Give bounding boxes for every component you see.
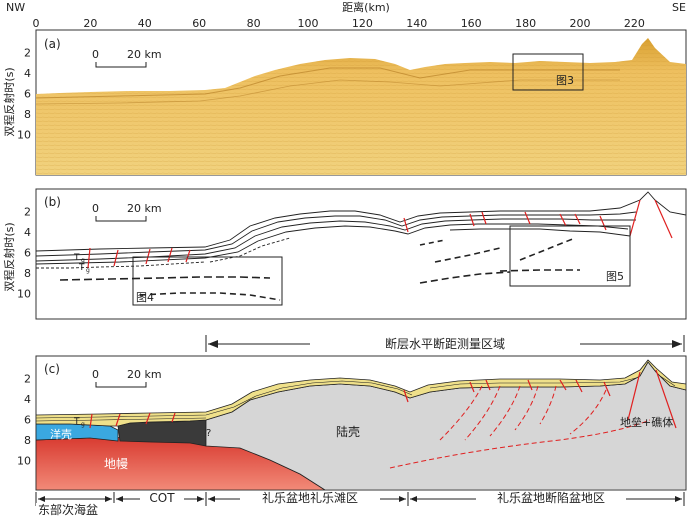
panel-b-layer-t1-sub: g [81, 257, 85, 264]
fig5-box [509, 225, 631, 287]
x-tick-label: 80 [247, 17, 261, 30]
panel-b-layer-t2: T [78, 263, 85, 273]
x-tick-label: 120 [352, 17, 373, 30]
panel-c: (c) 0 20 km T g 洋壳 地幔 陆壳 地垒+礁体 ? [35, 355, 687, 491]
fault-zone-indicator: 断层水平断距测量区域 [205, 335, 685, 352]
x-axis-ticks: 0 20 40 60 80 100 120 140 160 180 200 220 [33, 17, 645, 30]
zone-rift-basin: 礼乐盆地断陷盆地区 [497, 490, 605, 505]
panel-a: (a) 0 20 km 图3 [35, 29, 687, 176]
panel-b: (b) 0 20 km T g T g 图4 图5 [35, 188, 687, 320]
panel-a-scale-text: 20 km [127, 48, 162, 61]
panel-b-scale-text: 20 km [127, 202, 162, 215]
zone-east-subbasin: 东部次海盆 [38, 502, 98, 517]
faults-c [89, 369, 677, 429]
panel-c-layer-t: T [73, 417, 80, 427]
panel-c-layer-t-sub: g [81, 421, 85, 428]
x-tick-label: 140 [406, 17, 427, 30]
faults-b [87, 199, 673, 269]
y-tick-label: 2 [24, 47, 31, 60]
x-tick-label: 100 [298, 17, 319, 30]
panel-c-tag: (c) [44, 362, 60, 376]
x-tick-label: 200 [570, 17, 591, 30]
y-tick-label: 8 [24, 108, 31, 121]
panel-b-scale-bar [95, 216, 147, 222]
horst-reef-label: 地垒+礁体 [620, 415, 673, 429]
y-tick-label: 6 [24, 88, 31, 101]
panel-a-scale-zero: 0 [92, 48, 99, 61]
x-tick-label: 0 [33, 17, 40, 30]
x-tick-label: 160 [461, 17, 482, 30]
x-tick-label: 60 [192, 17, 206, 30]
sediment-body [36, 359, 686, 427]
panel-a-tag: (a) [44, 37, 61, 51]
se-label: SE [672, 1, 686, 14]
y-tick-label: 8 [24, 267, 31, 280]
panel-c-scale-zero: 0 [92, 368, 99, 381]
cot-question-mark: ? [206, 428, 211, 439]
deep-faults-c [389, 385, 651, 469]
fig4-label: 图4 [136, 291, 154, 304]
y-tick-label: 10 [17, 455, 31, 468]
continental-crust-label: 陆壳 [336, 424, 360, 439]
zone-liyue-bank: 礼乐盆地礼乐滩区 [262, 490, 358, 505]
y-tick-label: 4 [24, 67, 31, 80]
y-ticks-a: 2 4 6 8 10 [17, 47, 40, 142]
ocean-crust-label: 洋壳 [50, 427, 72, 441]
x-tick-label: 220 [624, 17, 645, 30]
x-tick-label: 180 [515, 17, 536, 30]
y-tick-label: 4 [24, 226, 31, 239]
y-tick-label: 2 [24, 206, 31, 219]
y-axis-label-a: 双程反射时(s) [2, 67, 16, 136]
x-axis-title: 距离(km) [342, 0, 390, 14]
y-tick-label: 2 [24, 373, 31, 386]
zone-arrowheads [38, 496, 682, 502]
panel-b-tag: (b) [44, 195, 61, 209]
mantle-label: 地幔 [104, 456, 128, 471]
panel-b-scale-zero: 0 [92, 202, 99, 215]
panel-c-scale-bar [95, 382, 147, 388]
x-tick-label: 20 [83, 17, 97, 30]
y-tick-label: 6 [24, 414, 31, 427]
panel-b-layer-t1: T [73, 253, 80, 263]
fault-zone-label: 断层水平断距测量区域 [385, 336, 505, 351]
zone-cot: COT [149, 491, 175, 505]
panel-a-scale-bar [95, 62, 147, 68]
y-tick-label: 10 [17, 288, 31, 301]
x-tick-label: 40 [138, 17, 152, 30]
y-tick-label: 6 [24, 247, 31, 260]
y-tick-label: 4 [24, 393, 31, 406]
fig3-label: 图3 [556, 74, 574, 87]
fig3-box [512, 53, 584, 91]
panel-b-layer-t2-sub: g [86, 267, 90, 274]
y-axis-label-b: 双程反射时(s) [2, 222, 16, 291]
fig4-box [132, 256, 283, 306]
y-tick-label: 8 [24, 434, 31, 447]
fig5-label: 图5 [606, 270, 624, 283]
nw-label: NW [6, 1, 25, 14]
y-tick-label: 10 [17, 129, 31, 142]
panel-c-scale-text: 20 km [127, 368, 162, 381]
dashed-reflectors-b [59, 237, 580, 301]
